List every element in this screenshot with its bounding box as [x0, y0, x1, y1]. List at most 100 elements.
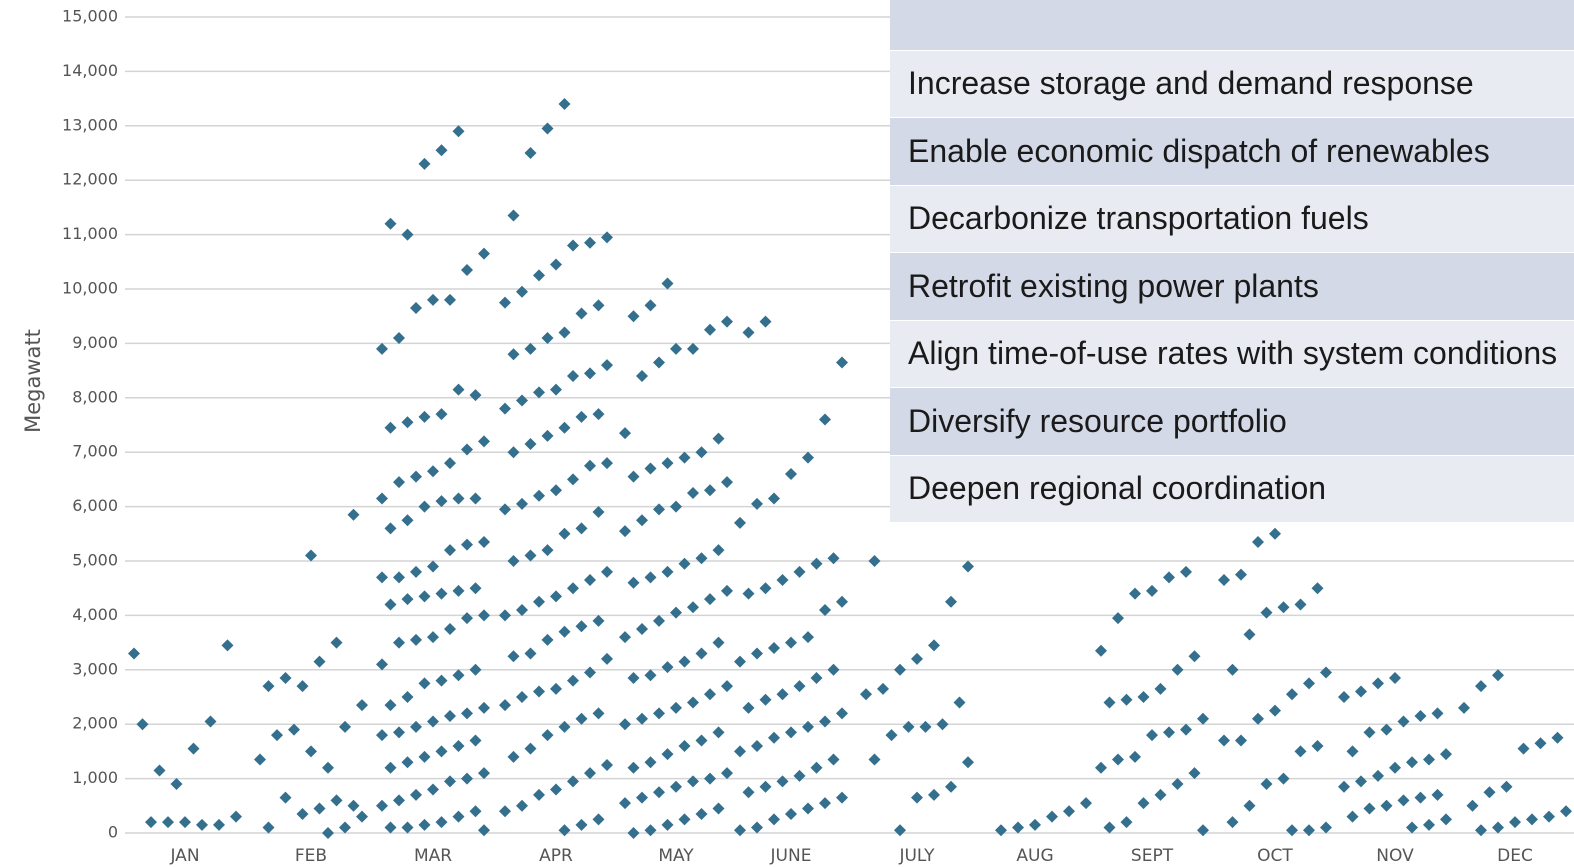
point	[819, 797, 831, 810]
point	[1218, 734, 1230, 747]
point	[661, 565, 674, 578]
x-tick-label: AUG	[1016, 846, 1053, 866]
point	[1252, 535, 1264, 548]
point	[1363, 726, 1376, 739]
point	[1311, 582, 1324, 595]
point	[1171, 663, 1184, 676]
point	[751, 821, 763, 834]
point	[1320, 666, 1332, 679]
point	[670, 780, 682, 793]
point	[567, 239, 579, 252]
point	[401, 228, 414, 241]
point	[550, 383, 562, 396]
point	[1146, 729, 1158, 742]
point	[695, 807, 708, 820]
point	[444, 710, 456, 723]
point	[1188, 767, 1201, 780]
point	[1243, 799, 1256, 812]
point	[819, 413, 831, 426]
point	[678, 739, 691, 752]
point	[1154, 682, 1167, 695]
y-tick-label: 15,000	[62, 7, 118, 26]
point	[1180, 723, 1192, 736]
point	[279, 671, 292, 684]
point	[567, 674, 579, 687]
point	[499, 609, 511, 622]
point	[1431, 707, 1444, 720]
point	[636, 514, 648, 527]
point	[516, 691, 528, 703]
point	[179, 816, 191, 829]
point	[1492, 821, 1504, 834]
point	[575, 712, 588, 725]
point	[427, 465, 439, 478]
point	[516, 394, 528, 407]
point	[435, 745, 448, 758]
point	[516, 497, 528, 510]
y-tick-label: 13,000	[62, 115, 118, 134]
point	[1397, 794, 1410, 807]
point	[751, 497, 763, 510]
point	[768, 492, 780, 505]
point	[418, 500, 431, 513]
point	[1509, 816, 1521, 829]
point	[584, 367, 596, 380]
y-tick-label: 2,000	[72, 714, 118, 733]
point	[452, 584, 465, 597]
point	[478, 824, 490, 837]
point	[601, 457, 613, 470]
panel-item: Align time-of-use rates with system cond…	[890, 320, 1574, 388]
point	[452, 492, 465, 505]
point	[768, 642, 780, 655]
point	[836, 356, 848, 369]
point	[721, 680, 733, 693]
point	[704, 772, 716, 785]
point	[1103, 821, 1116, 834]
point	[868, 555, 881, 567]
point	[1414, 791, 1427, 804]
point	[584, 767, 596, 780]
point	[1406, 756, 1418, 769]
point	[499, 402, 511, 415]
point	[1440, 813, 1452, 826]
point	[759, 315, 772, 328]
point	[802, 631, 814, 644]
point	[533, 489, 545, 502]
point	[695, 552, 708, 565]
point	[661, 277, 674, 290]
point	[305, 745, 317, 758]
point	[478, 701, 490, 714]
point	[678, 451, 691, 464]
point	[393, 331, 405, 344]
point	[1103, 696, 1116, 709]
x-tick-label: MAR	[414, 846, 452, 866]
point	[461, 538, 473, 551]
point	[868, 753, 881, 766]
point	[254, 753, 266, 766]
point	[911, 652, 923, 665]
point	[533, 269, 545, 282]
panel-item: Decarbonize transportation fuels	[890, 185, 1574, 253]
point	[695, 446, 708, 459]
point	[1363, 802, 1376, 815]
point	[636, 791, 648, 804]
point	[204, 715, 217, 728]
point	[636, 712, 648, 725]
point	[507, 446, 520, 459]
point	[230, 810, 242, 823]
point	[751, 739, 763, 752]
point	[524, 742, 537, 755]
point	[687, 487, 699, 499]
point	[592, 707, 605, 720]
point	[384, 217, 397, 230]
point	[721, 584, 733, 597]
point	[541, 633, 554, 646]
point	[827, 663, 840, 676]
point	[1517, 742, 1530, 755]
point	[1551, 731, 1564, 744]
point	[945, 780, 957, 793]
point	[670, 500, 682, 513]
point	[627, 827, 640, 839]
point	[418, 157, 431, 170]
point	[785, 807, 797, 820]
